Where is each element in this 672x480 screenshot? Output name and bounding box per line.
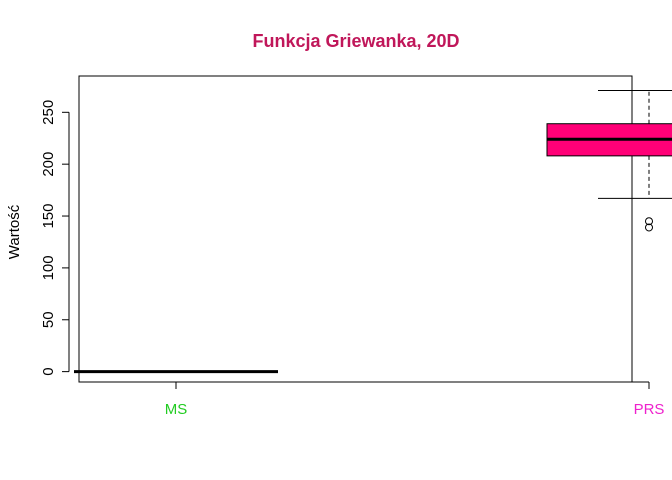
y-axis-label: Wartość [6,204,23,259]
x-axis: MS PRS [165,381,665,418]
y-tick-label: 200 [40,152,57,177]
boxes-layer [74,90,672,374]
outlier-point [645,223,653,232]
chart-title: Funkcja Griewanka, 20D [252,31,459,51]
outlier-point [645,217,653,226]
x-tick-label-prs: PRS [634,401,665,418]
y-axis: 0 50 100 150 200 250 [40,100,70,376]
y-tick-label: 50 [40,311,57,328]
plot-area-frame [78,75,633,383]
x-tick-label-ms: MS [165,401,188,418]
box-prs [546,90,672,232]
y-tick-label: 150 [40,204,57,229]
y-tick-label: 100 [40,255,57,280]
y-tick-label: 0 [40,367,57,375]
y-tick-label: 250 [40,100,57,125]
